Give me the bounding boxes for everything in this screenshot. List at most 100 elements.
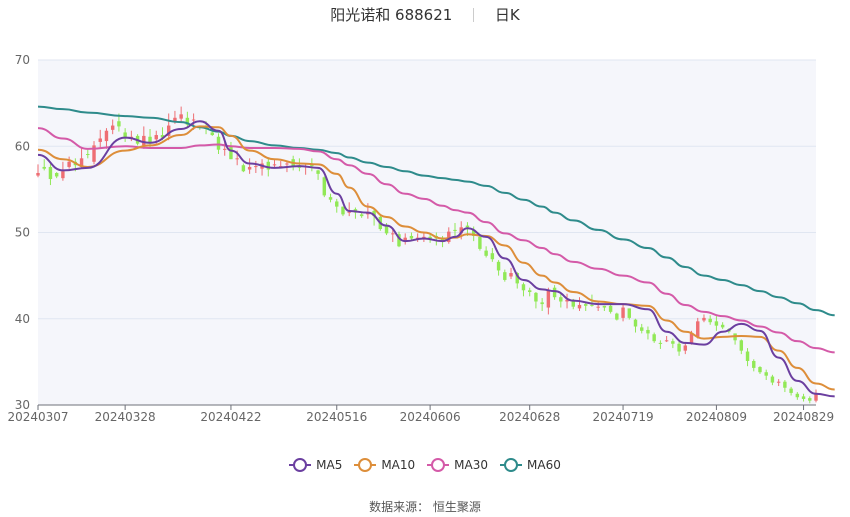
y-axis: 30 40 50 60 70 <box>15 53 30 412</box>
candle-body <box>714 321 719 326</box>
candle-body <box>565 299 569 302</box>
candle-body <box>266 161 270 170</box>
candle-body <box>185 117 190 125</box>
candle-body <box>142 135 146 146</box>
candle <box>683 342 688 355</box>
candle <box>770 374 775 386</box>
candle-body <box>86 154 90 156</box>
candle-body <box>503 272 507 280</box>
candle <box>347 202 351 217</box>
candle <box>185 111 190 129</box>
candle-body <box>683 345 688 351</box>
candle-body <box>546 290 551 308</box>
legend-item-ma10[interactable]: MA10 <box>354 458 415 472</box>
candle <box>179 106 183 123</box>
candle-body <box>627 308 631 318</box>
candle-body <box>776 381 781 383</box>
legend-marker-icon <box>289 458 312 472</box>
candle-body <box>48 166 53 180</box>
candle-body <box>671 341 675 344</box>
legend: MA5 MA10 MA30 MA60 <box>0 458 850 475</box>
candle-body <box>658 342 663 344</box>
candle <box>764 369 768 380</box>
candle-body <box>571 299 575 307</box>
candle <box>453 223 457 237</box>
chart-title: 阳光诺和 688621 日K <box>0 4 850 25</box>
candle-body <box>179 114 183 119</box>
candle-body <box>789 388 793 393</box>
legend-label: MA60 <box>527 458 561 472</box>
legend-label: MA5 <box>316 458 343 472</box>
candle-body <box>154 135 158 140</box>
candle-body <box>745 351 750 362</box>
candle-body <box>98 138 102 142</box>
candle <box>241 163 246 173</box>
candle <box>745 348 750 367</box>
x-tick-label: 20240809 <box>686 410 747 424</box>
candle <box>86 149 90 159</box>
y-tick-label: 50 <box>15 226 30 240</box>
candle-body <box>783 381 787 388</box>
candle-body <box>79 158 84 167</box>
candle-body <box>272 164 277 166</box>
candle <box>67 156 71 169</box>
candle-body <box>702 317 706 321</box>
candle-body <box>403 237 407 242</box>
candle-body <box>92 145 96 162</box>
candle-body <box>689 333 694 343</box>
candle <box>110 119 115 135</box>
candle-body <box>696 321 700 337</box>
candle-body <box>254 166 258 168</box>
candle <box>776 379 781 387</box>
candle <box>708 315 712 325</box>
candle-body <box>615 313 619 320</box>
candle-body <box>391 233 395 235</box>
candle-body <box>577 304 582 309</box>
candle-body <box>540 302 544 305</box>
title-divider <box>473 7 475 22</box>
candle-body <box>708 318 712 323</box>
candle-body <box>223 148 227 150</box>
candle <box>664 336 669 343</box>
candle <box>272 159 277 168</box>
candle-body <box>241 165 246 172</box>
legend-dot <box>431 458 446 472</box>
candle-body <box>229 146 233 160</box>
candle-body <box>552 287 557 298</box>
legend-item-ma5[interactable]: MA5 <box>289 458 342 472</box>
x-tick-label: 20240829 <box>773 410 834 424</box>
candle <box>341 206 345 217</box>
y-tick-label: 30 <box>15 398 30 412</box>
candle <box>478 235 482 251</box>
candle <box>104 128 109 149</box>
candle-body <box>478 236 482 249</box>
candle-body <box>590 304 594 306</box>
candle-body <box>640 327 644 331</box>
candle-body <box>521 284 526 291</box>
candle <box>758 366 762 374</box>
candle <box>739 339 744 355</box>
candle-body <box>646 329 650 334</box>
candle <box>633 318 638 333</box>
ma30-line <box>37 127 835 354</box>
candle-body <box>123 132 127 139</box>
x-tick-label: 20240628 <box>499 410 560 424</box>
candle <box>552 285 557 300</box>
legend-item-ma60[interactable]: MA60 <box>500 458 561 472</box>
y-tick-label: 70 <box>15 53 30 67</box>
candle <box>98 129 102 149</box>
candle-body <box>814 393 818 401</box>
candle <box>484 246 488 258</box>
legend-item-ma30[interactable]: MA30 <box>427 458 488 472</box>
candle <box>496 260 501 276</box>
candle-body <box>173 117 177 122</box>
candle-body <box>465 225 470 228</box>
candle <box>640 323 644 334</box>
candle <box>403 233 407 245</box>
candle-body <box>110 125 115 130</box>
legend-marker-icon <box>500 458 523 472</box>
candle <box>534 292 538 309</box>
legend-marker-icon <box>354 458 377 472</box>
candle-body <box>328 197 333 200</box>
candle <box>720 322 725 330</box>
